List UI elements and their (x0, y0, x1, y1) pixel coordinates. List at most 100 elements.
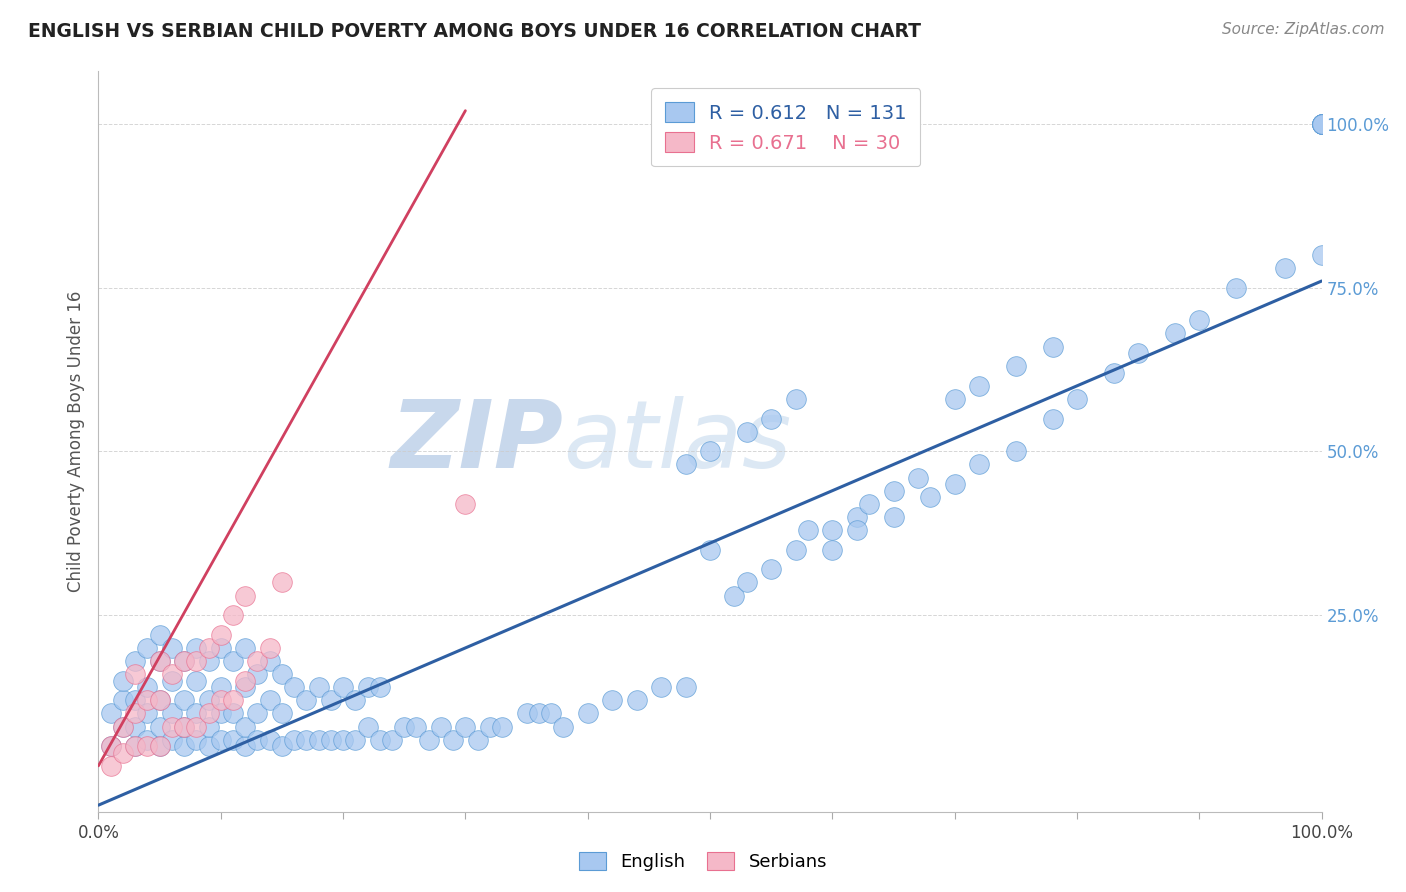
Point (197, 640, 219, 655)
Point (270, 706, 294, 721)
Point (100, 739, 122, 754)
Point (761, 562, 783, 576)
Point (626, 693, 648, 707)
Point (1310, 117, 1333, 131)
Point (785, 542, 807, 557)
Point (233, 739, 256, 754)
Point (1066, 392, 1088, 406)
Point (111, 673, 134, 688)
Point (319, 732, 342, 747)
Point (491, 720, 513, 734)
Point (283, 680, 305, 694)
Legend: English, Serbians: English, Serbians (572, 845, 834, 879)
Point (344, 732, 367, 747)
Point (100, 739, 122, 754)
Point (209, 693, 232, 707)
Point (149, 654, 172, 668)
Point (430, 720, 453, 734)
Point (233, 673, 256, 688)
Point (149, 693, 172, 707)
Point (1310, 117, 1333, 131)
Point (136, 680, 159, 694)
Point (943, 392, 966, 406)
Point (381, 732, 404, 747)
Point (136, 640, 159, 655)
Point (368, 680, 391, 694)
Point (907, 470, 929, 484)
Point (197, 706, 219, 721)
Point (943, 477, 966, 491)
Point (858, 497, 880, 511)
Point (124, 720, 146, 734)
Point (136, 693, 159, 707)
Point (233, 589, 256, 603)
Point (283, 732, 305, 747)
Point (197, 739, 219, 754)
Point (1102, 366, 1125, 380)
Point (222, 732, 245, 747)
Point (100, 759, 122, 773)
Point (259, 654, 281, 668)
Point (356, 680, 378, 694)
Point (295, 693, 318, 707)
Point (723, 589, 745, 603)
Point (197, 720, 219, 734)
Point (797, 523, 820, 537)
Point (149, 739, 172, 754)
Point (209, 628, 232, 642)
Point (100, 706, 122, 721)
Point (368, 732, 391, 747)
Point (246, 654, 269, 668)
Point (1310, 117, 1333, 131)
Point (821, 542, 844, 557)
Point (173, 654, 195, 668)
Point (136, 706, 159, 721)
Point (149, 739, 172, 754)
Point (576, 706, 599, 721)
Point (454, 497, 477, 511)
Point (149, 654, 172, 668)
Point (136, 739, 159, 754)
Point (1310, 248, 1333, 262)
Point (478, 720, 501, 734)
Point (186, 673, 208, 688)
Point (186, 720, 208, 734)
Point (186, 706, 208, 721)
Point (136, 732, 159, 747)
Point (735, 425, 758, 439)
Point (233, 720, 256, 734)
Text: Source: ZipAtlas.com: Source: ZipAtlas.com (1222, 22, 1385, 37)
Point (111, 720, 134, 734)
Point (527, 706, 550, 721)
Point (111, 720, 134, 734)
Y-axis label: Child Poverty Among Boys Under 16: Child Poverty Among Boys Under 16 (66, 291, 84, 592)
Point (405, 720, 427, 734)
Point (344, 693, 367, 707)
Point (332, 680, 354, 694)
Point (233, 680, 256, 694)
Point (1128, 346, 1150, 360)
Point (197, 654, 219, 668)
Point (160, 667, 183, 681)
Point (920, 490, 942, 504)
Point (124, 739, 146, 754)
Text: ENGLISH VS SERBIAN CHILD POVERTY AMONG BOYS UNDER 16 CORRELATION CHART: ENGLISH VS SERBIAN CHILD POVERTY AMONG B… (28, 22, 921, 41)
Point (160, 732, 183, 747)
Point (356, 720, 378, 734)
Point (270, 575, 294, 590)
Point (845, 523, 868, 537)
Point (222, 693, 245, 707)
Point (441, 732, 464, 747)
Point (173, 739, 195, 754)
Point (1042, 411, 1064, 425)
Legend: R = 0.612   N = 131, R = 0.671    N = 30: R = 0.612 N = 131, R = 0.671 N = 30 (651, 88, 921, 167)
Point (467, 732, 489, 747)
Point (124, 706, 146, 721)
Point (454, 720, 477, 734)
Point (149, 720, 172, 734)
Point (308, 680, 330, 694)
Point (173, 720, 195, 734)
Point (209, 706, 232, 721)
Point (295, 732, 318, 747)
Point (1274, 260, 1296, 275)
